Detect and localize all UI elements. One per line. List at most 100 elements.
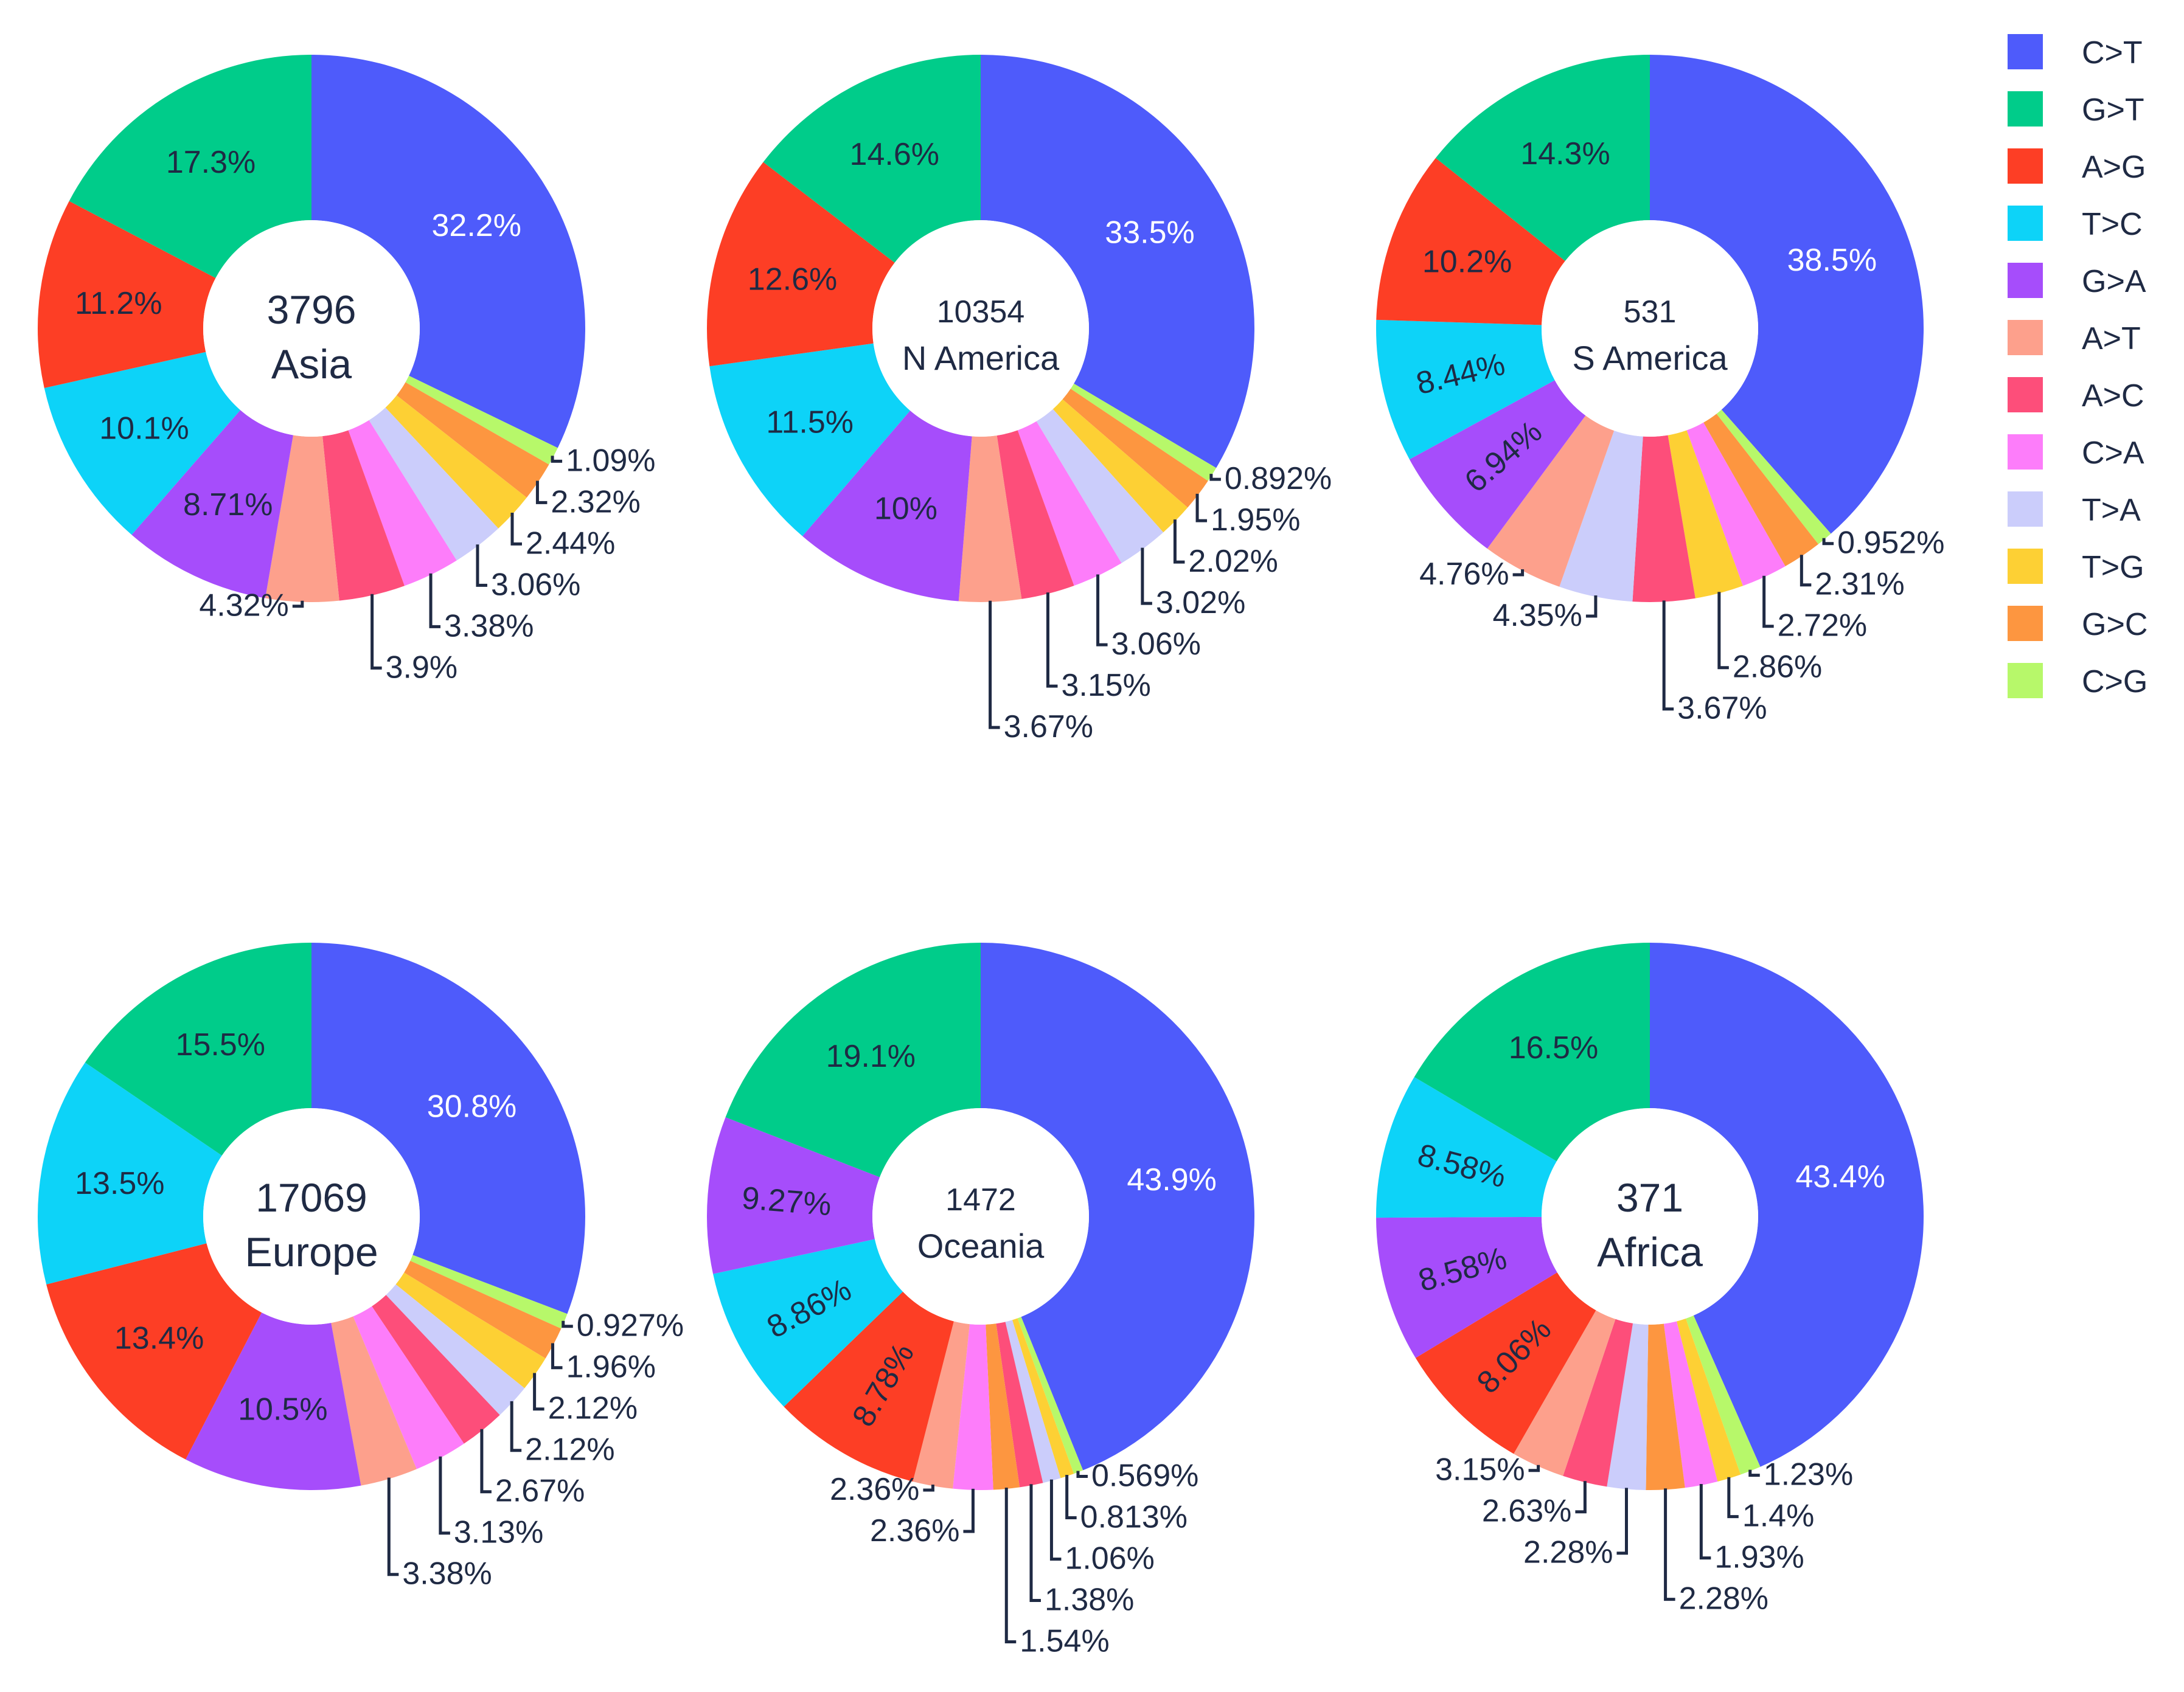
legend-label-a-to-c: A>C	[2082, 378, 2144, 414]
slice-n-america-a-to-t	[958, 435, 1022, 602]
legend-item-c-to-g[interactable]: C>G	[2008, 663, 2147, 699]
leader-asia-a-to-t	[292, 600, 304, 608]
leader-s-america-c-to-g	[1822, 538, 1834, 546]
donut-hole-oceania	[872, 1108, 1089, 1325]
slice-s-america-t-to-a	[1559, 430, 1643, 602]
slice-europe-t-to-c	[37, 1063, 222, 1285]
legend-item-a-to-g[interactable]: A>G	[2008, 148, 2146, 185]
slice-s-america-g-to-c	[1703, 414, 1818, 567]
label-europe-g-to-a: 10.5%	[238, 1392, 327, 1427]
label-asia-t-to-g: 2.44%	[526, 525, 615, 561]
leader-s-america-t-to-a	[1585, 595, 1598, 618]
slice-europe-a-to-t	[331, 1316, 417, 1486]
slice-oceania-g-to-t	[725, 943, 981, 1177]
slice-oceania-g-to-a	[707, 1117, 880, 1274]
slice-oceania-c-to-t	[981, 943, 1254, 1471]
label-oceania-t-to-a: 1.06%	[1065, 1541, 1154, 1576]
legend-item-c-to-a[interactable]: C>A	[2008, 434, 2144, 471]
label-oceania-g-to-c: 1.54%	[1020, 1623, 1109, 1659]
label-s-america-c-to-g: 0.952%	[1837, 525, 1944, 561]
leader-africa-g-to-c	[1664, 1488, 1675, 1601]
label-n-america-g-to-a: 10%	[874, 491, 937, 526]
label-asia-g-to-a: 8.71%	[183, 487, 273, 522]
leader-asia-t-to-a	[476, 544, 487, 587]
leader-asia-a-to-c	[370, 594, 382, 670]
slice-europe-g-to-c	[404, 1260, 562, 1359]
label-n-america-a-to-t: 3.67%	[1004, 709, 1093, 744]
slice-europe-a-to-c	[372, 1295, 500, 1444]
leader-n-america-a-to-t	[989, 600, 1000, 729]
legend-label-g-to-c: G>C	[2082, 607, 2147, 642]
label-europe-g-to-c: 1.96%	[566, 1350, 656, 1385]
legend-item-g-to-t[interactable]: G>T	[2008, 91, 2144, 128]
legend-swatch-c-to-g	[2008, 663, 2043, 698]
slice-n-america-a-to-c	[996, 430, 1074, 599]
slice-oceania-t-to-a	[1005, 1320, 1061, 1483]
label-oceania-a-to-t: 2.36%	[830, 1472, 919, 1507]
leader-n-america-c-to-a	[1096, 574, 1108, 647]
legend-item-t-to-g[interactable]: T>G	[2008, 549, 2144, 585]
legend-swatch-t-to-c	[2008, 206, 2043, 241]
leader-africa-a-to-t	[1528, 1465, 1540, 1472]
legend-label-t-to-g: T>G	[2082, 550, 2144, 585]
label-africa-a-to-c: 2.63%	[1482, 1494, 1571, 1529]
donut-hole-europe	[203, 1108, 420, 1325]
legend-item-c-to-t[interactable]: C>T	[2008, 34, 2143, 71]
label-europe-a-to-c: 2.67%	[495, 1474, 585, 1509]
label-europe-c-to-a: 3.13%	[454, 1515, 543, 1550]
slice-n-america-c-to-a	[1017, 421, 1122, 586]
legend-swatch-c-to-a	[2008, 434, 2043, 470]
legend-item-g-to-c[interactable]: G>C	[2008, 606, 2147, 642]
donut-europe: 30.8% 10.5% 13.4% 13.5% 15.5% 0.927% 1.96% 2.12…	[37, 943, 684, 1592]
label-africa-c-to-a: 1.93%	[1714, 1540, 1804, 1575]
slice-asia-c-to-a	[348, 420, 457, 586]
slice-europe-t-to-g	[395, 1272, 546, 1389]
label-s-america-c-to-a: 2.72%	[1778, 608, 1867, 643]
leader-europe-t-to-g	[533, 1373, 544, 1411]
legend-item-a-to-c[interactable]: A>C	[2008, 377, 2144, 414]
slice-europe-g-to-a	[186, 1312, 361, 1490]
label-n-america-t-to-g: 2.02%	[1188, 544, 1278, 579]
slice-europe-g-to-t	[85, 943, 311, 1156]
center-count-africa: 371	[1616, 1175, 1683, 1220]
slice-s-america-t-to-c	[1376, 319, 1555, 460]
legend-label-t-to-c: T>C	[2082, 207, 2143, 242]
leader-s-america-a-to-t	[1512, 569, 1525, 577]
slice-africa-a-to-c	[1563, 1319, 1633, 1487]
leader-africa-a-to-c	[1575, 1481, 1587, 1514]
label-europe-t-to-a: 2.12%	[525, 1432, 614, 1468]
label-n-america-c-to-t: 33.5%	[1105, 215, 1194, 251]
label-n-america-t-to-a: 3.02%	[1156, 585, 1245, 620]
label-asia-a-to-g: 11.2%	[75, 286, 162, 321]
slice-n-america-c-to-t	[981, 55, 1254, 468]
slice-s-america-c-to-t	[1650, 55, 1924, 534]
center-count-europe: 17069	[256, 1175, 367, 1220]
legend-swatch-t-to-a	[2008, 491, 2043, 527]
leader-oceania-g-to-c	[1004, 1488, 1017, 1643]
legend-item-t-to-a[interactable]: T>A	[2008, 491, 2141, 528]
legend-item-t-to-c[interactable]: T>C	[2008, 206, 2143, 242]
label-asia-c-to-a: 3.38%	[444, 608, 534, 643]
donut-hole-n-america	[872, 220, 1089, 437]
legend-item-g-to-a[interactable]: G>A	[2008, 263, 2146, 299]
legend-label-c-to-g: C>G	[2082, 664, 2147, 699]
slice-n-america-c-to-g	[1070, 383, 1217, 481]
legend-swatch-a-to-t	[2008, 320, 2043, 355]
label-europe-a-to-g: 13.4%	[114, 1320, 204, 1356]
label-s-america-t-to-g: 2.86%	[1733, 650, 1822, 685]
label-oceania-c-to-g: 0.569%	[1091, 1458, 1198, 1493]
label-africa-g-to-t: 16.5%	[1509, 1030, 1598, 1066]
slice-africa-c-to-g	[1686, 1315, 1761, 1475]
slice-africa-g-to-t	[1414, 943, 1650, 1162]
slice-s-america-a-to-t	[1487, 415, 1615, 587]
label-europe-t-to-c: 13.5%	[75, 1166, 164, 1201]
slice-s-america-c-to-g	[1716, 409, 1831, 544]
slice-s-america-g-to-a	[1409, 380, 1586, 549]
slice-europe-t-to-a	[386, 1284, 525, 1415]
leader-asia-t-to-g	[510, 513, 522, 546]
center-region-africa: Africa	[1597, 1229, 1703, 1275]
leader-oceania-c-to-g	[1076, 1471, 1088, 1478]
slice-africa-t-to-c	[1376, 1077, 1557, 1218]
legend-item-a-to-t[interactable]: A>T	[2008, 320, 2141, 356]
leader-asia-g-to-c	[535, 480, 548, 504]
